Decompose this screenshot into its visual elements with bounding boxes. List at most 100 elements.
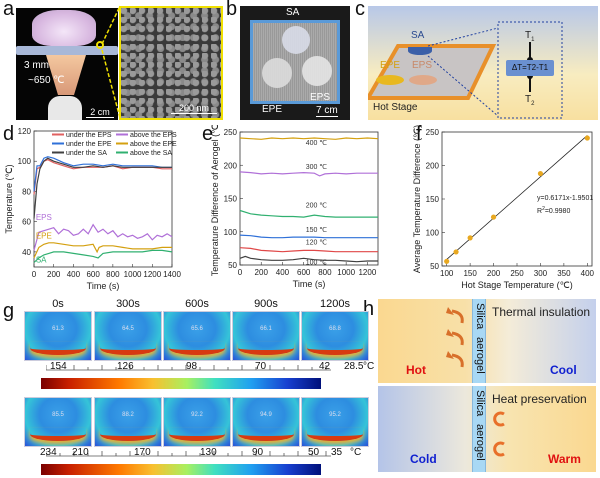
series-line-under-the-eps bbox=[33, 159, 172, 195]
y-axis-label: Temperature (℃) bbox=[4, 164, 14, 233]
time-label: 900s bbox=[254, 298, 278, 310]
sample-disc-epe bbox=[262, 58, 292, 88]
scale-label: °C bbox=[350, 447, 362, 458]
legend-label: above the EPE bbox=[130, 141, 177, 148]
panel-label-h: h bbox=[363, 298, 375, 320]
warm-label: Warm bbox=[548, 452, 581, 466]
epe-sample bbox=[376, 75, 404, 85]
h-heat-preservation: Silica aerogel Heat preservation Cold Wa… bbox=[378, 386, 596, 472]
series-line-above-the-epe bbox=[33, 242, 172, 259]
thermal-image: 68.8 bbox=[301, 311, 369, 361]
thermal-reading: 88.2 bbox=[122, 412, 134, 419]
reflect-arrows bbox=[446, 307, 464, 368]
fit-equation: y=0.6171x-1.9501 bbox=[537, 195, 593, 202]
scale-label: 234 bbox=[40, 447, 57, 458]
thermal-reading: 66.1 bbox=[260, 326, 272, 333]
reflect-arrow-icon bbox=[451, 331, 464, 346]
y-tick-label: 200 bbox=[426, 162, 440, 171]
sample-disc-eps bbox=[302, 56, 332, 86]
y-tick-label: 150 bbox=[426, 195, 440, 204]
x-tick-label: 1000 bbox=[337, 268, 355, 277]
t1-label: T1 bbox=[525, 30, 535, 43]
x-tick-label: 1200 bbox=[358, 268, 376, 277]
series-line-150-℃ bbox=[239, 234, 378, 239]
circular-arrow-icon bbox=[493, 411, 505, 427]
panel-label-b: b bbox=[226, 0, 238, 20]
x-tick-label: 600 bbox=[86, 270, 100, 279]
x-axis-label: Hot Stage Temperature (℃) bbox=[461, 280, 573, 290]
y-tick-label: 200 bbox=[224, 161, 238, 170]
thermal-reading: 92.2 bbox=[191, 412, 203, 419]
y-tick-label: 250 bbox=[224, 128, 238, 137]
aerogel-layer-bottom: Silica aerogel bbox=[472, 386, 486, 472]
thermal-image: 65.6 bbox=[163, 311, 231, 361]
scale-label: 210 bbox=[72, 447, 89, 458]
h-thermal-insulation: Silica aerogel Thermal insulation Hot Co… bbox=[378, 299, 596, 383]
photo-scale-bar: 2 cm bbox=[86, 107, 114, 118]
x-tick-label: 400 bbox=[67, 270, 81, 279]
flame-temp-label: ~650 ℃ bbox=[28, 75, 65, 86]
thickness-label: 3 mm bbox=[24, 60, 49, 71]
scale-label: 42 bbox=[319, 361, 331, 372]
series-line-above-the-sa bbox=[33, 249, 173, 263]
thermal-reading: 64.5 bbox=[122, 326, 134, 333]
legend-label: under the EPS bbox=[66, 132, 112, 139]
colorbar-row1 bbox=[41, 378, 321, 389]
legend-label: above the EPS bbox=[130, 132, 177, 139]
hot-stage-plate bbox=[364, 44, 497, 100]
flower-petals bbox=[32, 10, 96, 46]
time-label: 600s bbox=[185, 298, 209, 310]
data-point bbox=[584, 135, 590, 141]
c-label-epe: EPE bbox=[380, 60, 401, 71]
series-line-300-℃ bbox=[239, 171, 378, 177]
scale-label: 126 bbox=[117, 361, 134, 372]
zoom-box bbox=[497, 21, 563, 119]
x-axis-label: Time (s) bbox=[293, 279, 326, 289]
x-tick-label: 800 bbox=[318, 268, 332, 277]
x-tick-label: 0 bbox=[32, 270, 37, 279]
t2-label: T2 bbox=[525, 94, 535, 107]
time-label: 0s bbox=[52, 298, 64, 310]
scale-label: 90 bbox=[252, 447, 264, 458]
reflect-arrow-icon bbox=[451, 309, 464, 324]
series-line-under-the-sa bbox=[33, 157, 172, 219]
legend-label: under the EPE bbox=[66, 141, 112, 148]
series-label: 100 ℃ bbox=[306, 259, 328, 266]
data-point bbox=[467, 235, 473, 241]
chart-d: 0 200 400 600 800 1000 1200 1400 40 60 80 100 120 Tim… bbox=[4, 127, 181, 291]
scale-label: 70 bbox=[255, 361, 267, 372]
y-tick-label: 120 bbox=[18, 127, 32, 136]
aerogel-layer-top: Silica aerogel bbox=[472, 299, 486, 383]
y-axis-label: Temperature Difference of Aerogel (℃) bbox=[210, 125, 220, 276]
series-line-120-℃ bbox=[239, 247, 378, 253]
x-tick-label: 200 bbox=[47, 270, 61, 279]
thermal-image: 61.3 bbox=[24, 311, 92, 361]
x-tick-label: 150 bbox=[463, 269, 477, 278]
x-tick-label: 100 bbox=[440, 269, 454, 278]
y-tick-label: 100 bbox=[426, 229, 440, 238]
flame-photo: 3 mm ~650 ℃ 2 cm bbox=[16, 8, 118, 120]
series-label: 300 ℃ bbox=[306, 164, 328, 171]
y-tick-label: 250 bbox=[426, 128, 440, 137]
chart-e: 0 200 400 600 800 1000 1200 50 100 150 200 250 Time … bbox=[210, 125, 379, 289]
thermal-reading: 85.5 bbox=[52, 412, 64, 419]
x-tick-label: 200 bbox=[487, 269, 501, 278]
formula-box bbox=[506, 60, 554, 76]
scale-label: 154 bbox=[50, 361, 67, 372]
series-line-100-℃ bbox=[239, 255, 378, 263]
x-tick-label: 1400 bbox=[163, 270, 181, 279]
eps-sample bbox=[409, 75, 437, 85]
thermal-insulation-title: Thermal insulation bbox=[492, 305, 591, 319]
thermal-image: 92.2 bbox=[163, 397, 231, 447]
thermal-reading: 65.6 bbox=[191, 326, 203, 333]
sample-disc-sa bbox=[282, 26, 310, 54]
r-squared: R2=0.9980 bbox=[537, 206, 570, 215]
data-point bbox=[453, 249, 459, 255]
scale-axis-row1 bbox=[46, 365, 331, 371]
panel-label-d: d bbox=[3, 123, 15, 145]
thermal-image: 85.5 bbox=[24, 397, 92, 447]
x-tick-label: 400 bbox=[276, 268, 290, 277]
scale-label: 50 bbox=[308, 447, 320, 458]
data-point bbox=[444, 258, 450, 264]
